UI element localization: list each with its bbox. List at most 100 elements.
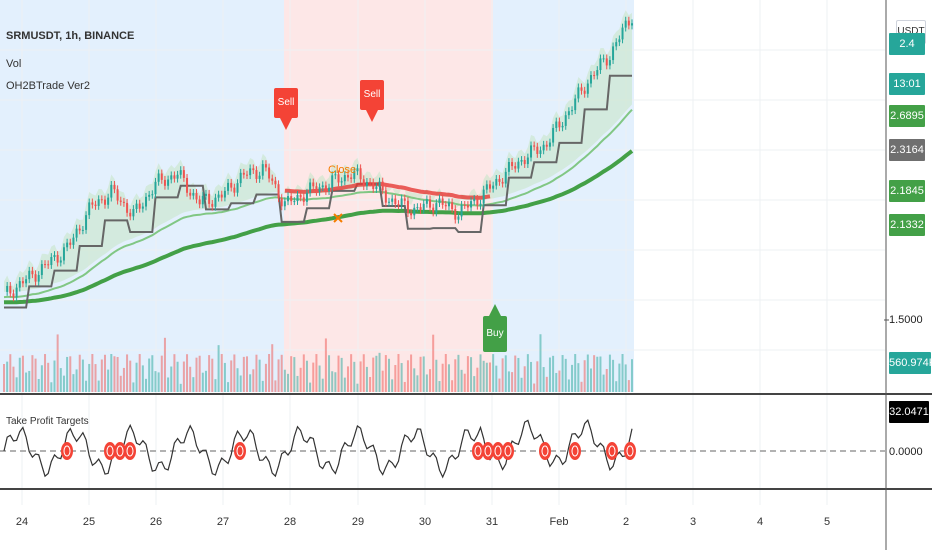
volume-bar — [533, 383, 536, 392]
volume-bar — [441, 363, 444, 392]
volume-bar — [530, 361, 533, 392]
sell-pointer — [280, 118, 292, 130]
candle-body — [195, 192, 198, 200]
candle-body — [160, 173, 163, 180]
oscillator-line — [3, 419, 633, 479]
volume-bar — [539, 334, 542, 392]
candle-body — [81, 229, 84, 231]
candle-body — [425, 199, 428, 204]
volume-bar — [473, 376, 476, 392]
volume-bar — [75, 369, 78, 392]
candle-body — [624, 20, 627, 28]
candle-body — [403, 198, 406, 201]
volume-bar — [192, 377, 195, 392]
volume-bar — [394, 365, 397, 392]
x-tick-label: 26 — [149, 516, 163, 528]
candle-body — [583, 90, 586, 94]
candle-body — [255, 170, 258, 179]
volume-bar — [372, 357, 375, 392]
candle-body — [9, 285, 12, 294]
candle-body — [413, 207, 416, 216]
candle-body — [28, 270, 31, 280]
candle-body — [167, 179, 170, 186]
volume-bar — [141, 365, 144, 392]
volume-bar — [15, 377, 18, 392]
candle-body — [189, 192, 192, 196]
candle-body — [179, 170, 182, 175]
volume-bar — [511, 372, 514, 392]
volume-bar — [119, 375, 122, 392]
target-marker — [492, 442, 504, 460]
volume-bar — [514, 355, 517, 392]
volume-bar — [359, 361, 362, 392]
buy-pointer — [489, 304, 501, 316]
volume-bar — [176, 361, 179, 392]
volume-bar — [498, 378, 501, 392]
volume-bar — [552, 355, 555, 392]
candle-body — [441, 198, 444, 205]
volume-bar — [56, 334, 59, 392]
target-marker-ring — [63, 445, 71, 457]
volume-bar — [403, 381, 406, 392]
candle-body — [31, 270, 34, 275]
close-signal-label: Close — [328, 164, 357, 176]
candle-body — [470, 201, 473, 208]
lower-pane-title: Take Profit Targets — [6, 416, 89, 427]
volume-bar — [217, 345, 220, 392]
candle-body — [217, 194, 220, 198]
volume-bar — [173, 354, 176, 392]
countdown-badge: 13:01 — [889, 73, 925, 95]
volume-bar — [567, 379, 570, 392]
volume-bar — [6, 361, 9, 392]
x-tick-label: 2 — [622, 516, 630, 528]
candle-body — [337, 174, 340, 183]
candle-body — [504, 171, 507, 184]
volume-bar — [419, 356, 422, 392]
target-marker — [234, 442, 246, 460]
candle-body — [107, 197, 110, 205]
volume-bar — [542, 367, 545, 392]
candle-body — [539, 150, 542, 154]
candle-body — [397, 204, 400, 206]
volume-bar — [410, 354, 413, 392]
volume-bar — [21, 355, 24, 392]
strategy-indicator-label: OH2BTrade Ver2 — [6, 80, 90, 92]
candle-body — [148, 194, 151, 197]
volume-bar — [321, 378, 324, 392]
volume-bar — [214, 379, 217, 392]
candle-body — [261, 164, 264, 176]
volume-bar — [406, 360, 409, 392]
candle-body — [315, 186, 318, 192]
candle-body — [176, 174, 179, 179]
candle-body — [343, 175, 346, 182]
candle-body — [40, 264, 43, 276]
candle-body — [321, 185, 324, 188]
candle-body — [271, 178, 274, 181]
candle-body — [596, 70, 599, 76]
volume-bar — [621, 354, 624, 392]
volume-bar — [492, 354, 495, 392]
volume-bar — [271, 344, 274, 392]
volume-bar — [179, 383, 182, 392]
candle-body — [113, 184, 116, 190]
x-tick-label: 24 — [15, 516, 29, 528]
candle-body — [416, 207, 419, 209]
volume-bar — [331, 371, 334, 392]
candle-body — [422, 203, 425, 210]
candle-body — [157, 173, 160, 182]
volume-bar — [85, 380, 88, 392]
symbol-title: SRMUSDT, 1h, BINANCE — [6, 30, 135, 42]
volume-bar — [182, 361, 185, 392]
target-marker-ring — [126, 445, 134, 457]
x-tick-label: 29 — [351, 516, 365, 528]
volume-bar — [296, 375, 299, 392]
candle-body — [75, 228, 78, 238]
volume-bar — [103, 354, 106, 392]
candle-body — [488, 184, 491, 189]
candle-body — [47, 264, 50, 266]
candle-body — [545, 144, 548, 147]
candle-body — [6, 285, 9, 292]
volume-bar — [400, 363, 403, 392]
volume-bar — [9, 354, 12, 392]
sell-signal-1: Sell — [274, 88, 298, 118]
